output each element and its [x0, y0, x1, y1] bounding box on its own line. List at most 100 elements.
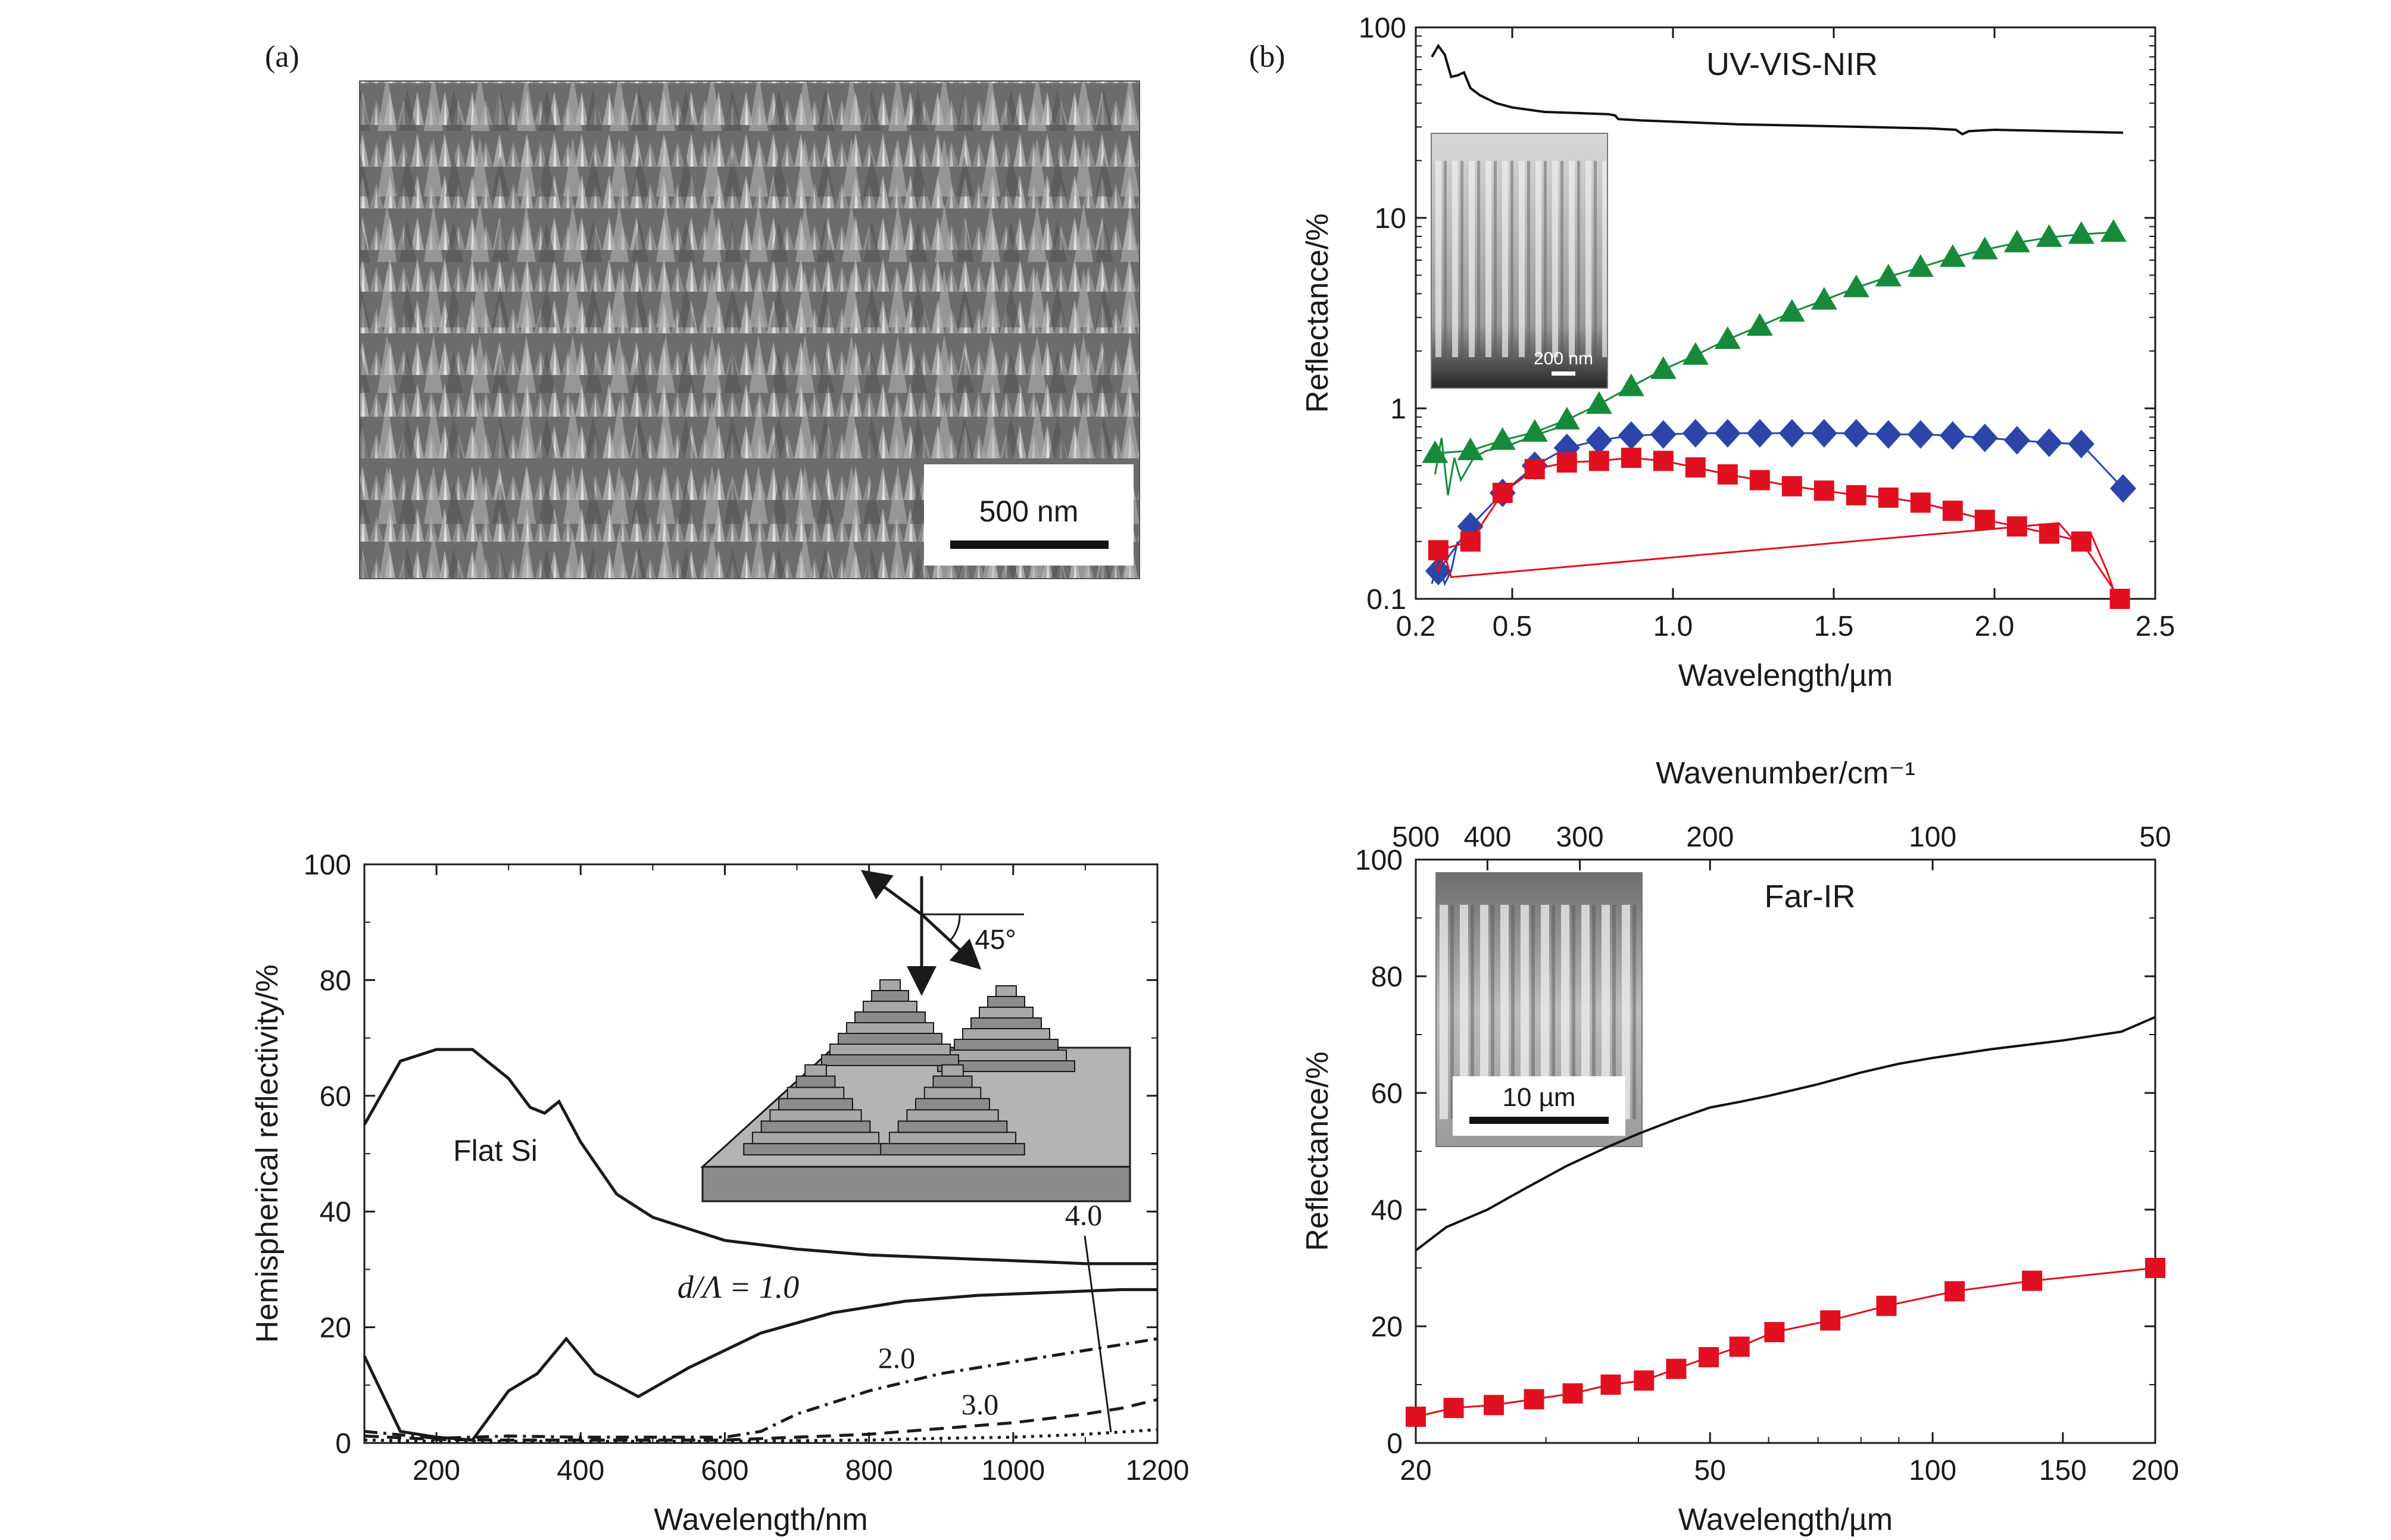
ir-red-point	[1944, 1281, 1965, 1302]
hemi-label-d2: 2.0	[878, 1341, 916, 1375]
ir-y-tick-label: 100	[1355, 845, 1403, 876]
pyramid-step	[941, 1064, 964, 1077]
pyramid-step	[751, 1132, 880, 1145]
ir-x2-tick-label: 300	[1556, 821, 1603, 853]
pyramid-step	[743, 1143, 888, 1155]
pyramid-step	[786, 1086, 845, 1099]
hemi-x-tick-label: 1200	[1126, 1455, 1190, 1486]
uv-x-axis-label: Wavelength/µm	[1678, 658, 1893, 693]
ir-x-tick-label: 100	[1909, 1455, 1956, 1486]
uv-inset-rods	[1431, 161, 1607, 357]
pyramid-step	[778, 1098, 853, 1111]
hemi-y-tick-label: 40	[320, 1197, 351, 1228]
pyramid-structure	[700, 979, 1131, 1202]
uv-blue-point	[1650, 420, 1677, 449]
ir-red-point	[1484, 1395, 1504, 1416]
pyramid	[743, 1064, 888, 1155]
uv-red-point	[1428, 540, 1449, 561]
pyramid-step	[932, 1075, 973, 1088]
uv-green-point	[2068, 221, 2095, 244]
uv-red-point	[1974, 510, 1995, 530]
reflected-arrow	[860, 870, 923, 916]
uv-blue-point	[1714, 418, 1741, 448]
pyramid-step	[821, 1054, 959, 1066]
hemi-label-d3: 3.0	[962, 1388, 999, 1421]
pyramid-step	[915, 1098, 990, 1111]
scattered-arrow	[920, 913, 982, 970]
ir-y-tick-label: 0	[1387, 1428, 1403, 1460]
ir-x-tick-label: 20	[1400, 1455, 1431, 1486]
chart-hemispherical: 200 400 600 800 1000 1200 0 20 40 60 80 100 Waveleng…	[250, 849, 1189, 1537]
ir-red-point	[1406, 1406, 1426, 1427]
uv-y-tick-label: 10	[1375, 203, 1406, 235]
uv-blue-point	[1875, 420, 1902, 449]
pyramid-step	[871, 990, 909, 1002]
hemi-label-d4: 4.0	[1065, 1198, 1103, 1232]
ir-red-point	[1443, 1398, 1464, 1419]
uv-green-point	[1778, 299, 1805, 322]
uv-blue-point	[1939, 421, 1966, 450]
pyramid-step	[954, 1039, 1059, 1051]
uv-blue-point	[2036, 428, 2062, 457]
pyramid-step	[945, 1049, 1067, 1061]
uv-red-point	[1846, 485, 1866, 505]
ir-x2-tick-label: 500	[1392, 821, 1440, 853]
uv-green-point	[1843, 274, 1869, 298]
ir-inset-frame	[1435, 872, 1643, 1147]
ir-y-tick-label: 20	[1371, 1311, 1403, 1343]
sem-scale-label: 500 nm	[979, 495, 1079, 528]
uv-blue-point	[1971, 423, 1998, 452]
pyramid-step	[804, 1064, 827, 1077]
panel-b-label: (b)	[1249, 40, 1285, 74]
uv-green-point	[2036, 224, 2062, 247]
uv-blue-point	[1811, 418, 1837, 448]
uv-x-tick-label: 0.5	[1493, 611, 1532, 642]
uv-red-point	[1878, 487, 1899, 508]
uv-red-point	[1781, 476, 1802, 496]
sem-image	[359, 80, 1140, 579]
ir-red-point	[1820, 1310, 1841, 1331]
hemi-series-flat	[363, 1048, 1157, 1266]
ir-y-tick-label: 40	[1371, 1195, 1403, 1226]
angle-label: 45°	[975, 924, 1016, 955]
ir-series-black-line	[1415, 1016, 2156, 1252]
pyramid-step	[979, 1007, 1034, 1019]
uv-blue-point	[1585, 426, 1612, 455]
pyramid-step	[987, 996, 1025, 1008]
uv-series-green-curve	[1435, 231, 2114, 455]
ir-inset-sem: 10 µm	[1435, 872, 1643, 1147]
uv-blue-point	[2003, 426, 2030, 455]
pyramid	[880, 1064, 1025, 1155]
ir-red-point	[1729, 1336, 1750, 1357]
ir-x-tick-label: 50	[1694, 1455, 1726, 1486]
ir-y-axis-label: Reflectance/%	[1300, 1051, 1335, 1251]
uv-red-point	[1942, 501, 1963, 521]
uv-green-point	[1682, 342, 1709, 365]
pyramid-step	[897, 1120, 1008, 1133]
pyramid-step	[880, 1143, 1025, 1155]
uv-green-point	[1422, 440, 1449, 463]
ir-red-point	[1562, 1383, 1583, 1404]
uv-red-point	[1588, 451, 1609, 471]
ir-red-point	[1699, 1347, 1719, 1367]
uv-red-point	[1749, 470, 1770, 491]
ir-x2-tick-label: 400	[1463, 821, 1511, 853]
pyramid-step	[795, 1075, 836, 1088]
uv-green-point	[1553, 407, 1580, 430]
ir-x2-tick-label: 200	[1686, 821, 1734, 853]
uv-red-point	[1460, 531, 1481, 552]
uv-x-tick-label: 1.0	[1653, 611, 1693, 642]
uv-red-point	[2006, 516, 2027, 537]
uv-red-point	[1524, 459, 1545, 480]
pyramid-step	[970, 1017, 1042, 1029]
uv-inset-sem: 200 nm	[1431, 133, 1608, 389]
uv-x-tick-label: 2.0	[1975, 611, 2015, 642]
hemi-y-axis-label: Hemispherical reflectivity/%	[250, 964, 285, 1343]
ir-inset-scale-bar	[1469, 1117, 1609, 1124]
pyramid-step	[863, 1001, 917, 1013]
hemi-x-axis-label: Wavelength/nm	[654, 1502, 867, 1537]
uv-inset-scale-bar	[1552, 371, 1575, 376]
pyramid-step	[846, 1022, 934, 1034]
